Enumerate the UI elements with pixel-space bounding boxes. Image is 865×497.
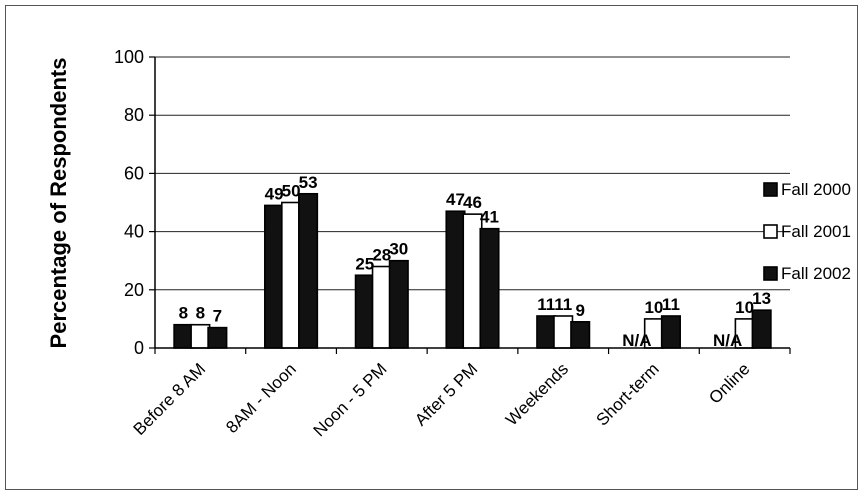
bar — [462, 213, 483, 349]
data-label: 10 — [644, 298, 663, 317]
x-tick-label: 8AM - Noon — [222, 359, 300, 437]
data-label: 53 — [299, 173, 318, 192]
legend-label: Fall 2002 — [781, 264, 851, 283]
data-label: N/A — [713, 331, 742, 350]
data-label: 46 — [463, 193, 482, 212]
y-tick-labels: 0 20 40 60 80 100 — [114, 47, 144, 358]
data-label: 11 — [662, 295, 680, 314]
x-tick-label: Noon - 5 PM — [310, 359, 391, 440]
bar — [354, 274, 375, 349]
bar — [207, 326, 228, 349]
data-label: 50 — [282, 182, 301, 201]
legend-label: Fall 2001 — [781, 222, 851, 241]
data-label: 7 — [213, 307, 222, 326]
y-tick-label: 100 — [114, 47, 144, 67]
bar — [751, 309, 772, 349]
bar — [388, 259, 409, 349]
data-label: 49 — [265, 184, 284, 203]
data-label: 11 — [554, 295, 572, 314]
chart-frame — [5, 5, 858, 490]
y-axis-title: Percentage of Respondents — [46, 58, 71, 349]
data-label: 13 — [752, 289, 771, 308]
bar — [298, 192, 319, 349]
data-label: 10 — [735, 298, 754, 317]
bar — [570, 321, 591, 349]
x-tick-label: Online — [705, 359, 753, 407]
legend: Fall 2000 Fall 2001 Fall 2002 — [763, 180, 851, 283]
bar — [553, 315, 574, 349]
y-tick-label: 60 — [124, 163, 144, 183]
bar — [479, 227, 500, 349]
bar — [190, 323, 211, 349]
axes — [149, 56, 791, 354]
data-label: 8 — [196, 304, 205, 323]
data-label: N/A — [622, 331, 651, 350]
x-tick-label: After 5 PM — [411, 359, 481, 429]
data-label: 28 — [372, 246, 391, 265]
data-label: 41 — [480, 208, 499, 227]
y-tick-label: 80 — [124, 105, 144, 125]
y-tick-label: 0 — [134, 338, 144, 358]
bar — [660, 315, 681, 349]
bars — [173, 192, 772, 349]
data-label: 30 — [389, 240, 408, 259]
data-label: 47 — [446, 190, 465, 209]
bar — [264, 204, 285, 349]
legend-swatch — [763, 224, 778, 239]
bar — [445, 210, 466, 349]
y-tick-label: 40 — [124, 222, 144, 242]
bar — [536, 315, 557, 349]
y-tick-label: 20 — [124, 280, 144, 300]
bar — [173, 323, 194, 349]
x-tick-label: Short-term — [593, 359, 663, 429]
bar — [281, 201, 302, 349]
x-tick-label: Weekends — [502, 359, 572, 429]
data-label: 11 — [537, 295, 555, 314]
legend-label: Fall 2000 — [781, 180, 851, 199]
data-label: 9 — [575, 301, 584, 320]
x-tick-label: Before 8 AM — [130, 359, 210, 439]
bar — [371, 265, 392, 349]
data-label: 25 — [355, 254, 374, 273]
x-tick-labels: Before 8 AM 8AM - Noon Noon - 5 PM After 5 … — [130, 359, 754, 440]
data-label: 8 — [179, 304, 188, 323]
legend-swatch — [763, 182, 778, 197]
legend-swatch — [763, 266, 778, 281]
